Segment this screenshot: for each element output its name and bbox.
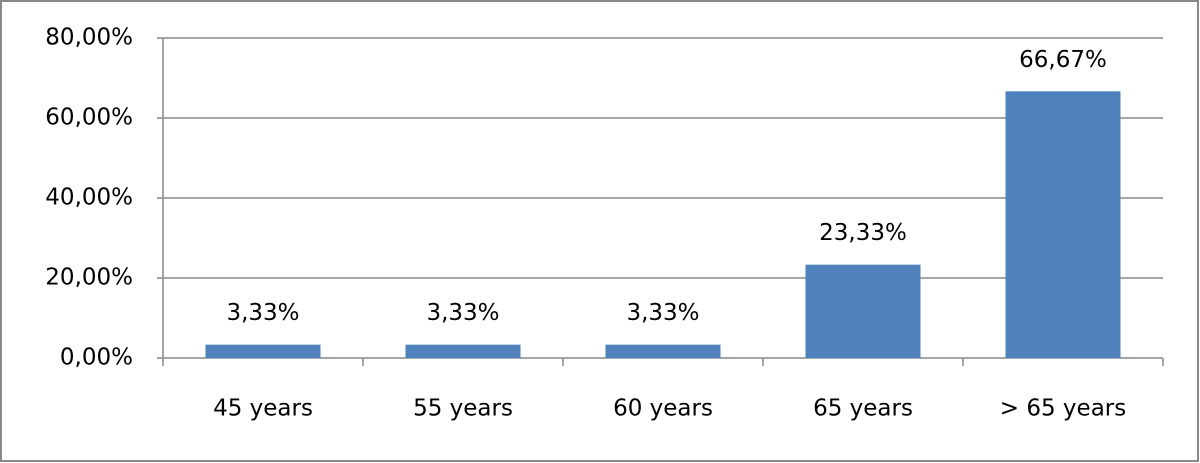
value-label: 23,33% (819, 220, 907, 246)
value-label: 3,33% (426, 300, 499, 326)
value-label: 3,33% (226, 300, 299, 326)
bar (205, 344, 321, 358)
x-tick-label: > 65 years (1000, 396, 1126, 422)
x-tick-label: 65 years (813, 396, 913, 422)
bar (805, 264, 921, 358)
value-label: 66,67% (1019, 47, 1107, 73)
x-tick-label: 45 years (213, 396, 313, 422)
y-tick-label: 60,00% (45, 105, 133, 131)
x-tick-label: 60 years (613, 396, 713, 422)
y-tick-label: 0,00% (60, 345, 133, 371)
bar (605, 344, 721, 358)
y-tick-label: 20,00% (45, 265, 133, 291)
y-tick-label: 80,00% (45, 25, 133, 51)
value-label: 3,33% (626, 300, 699, 326)
bar (1005, 91, 1121, 358)
x-tick-label: 55 years (413, 396, 513, 422)
y-tick-label: 40,00% (45, 185, 133, 211)
bar (405, 344, 521, 358)
